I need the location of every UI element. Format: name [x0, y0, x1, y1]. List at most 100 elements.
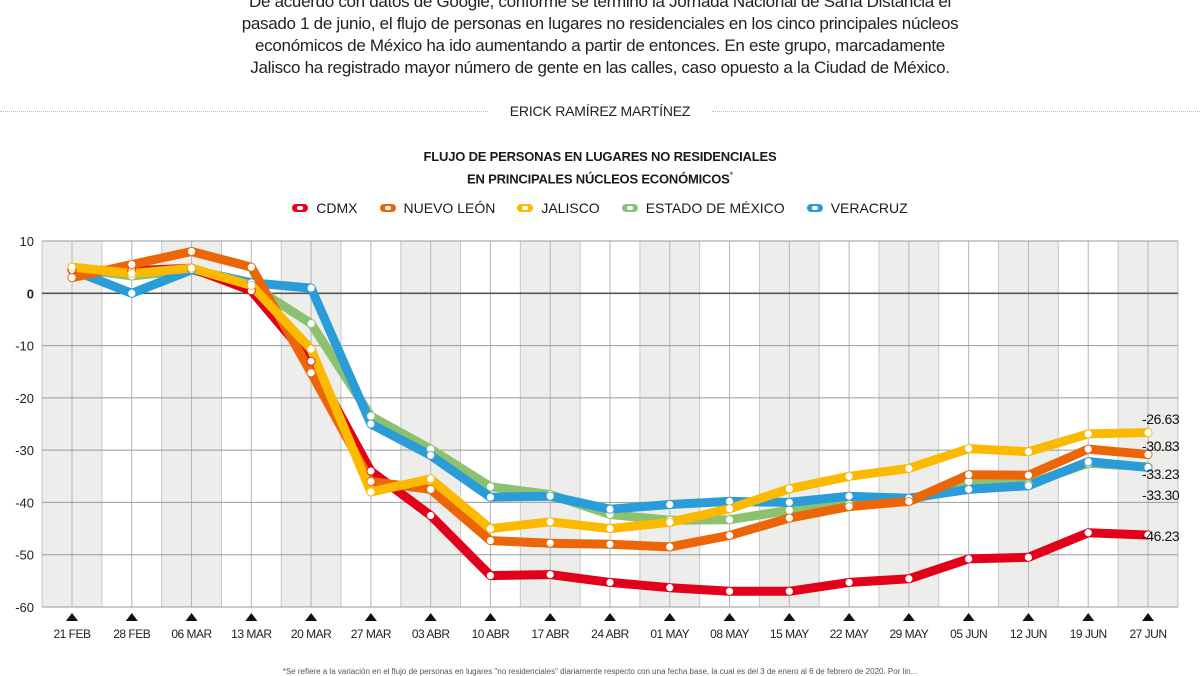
x-tick-label: 12 JUN: [1010, 627, 1047, 641]
x-tick-marker-icon: [1022, 613, 1035, 621]
chart-title: FLUJO DE PERSONAS EN LUGARES NO RESIDENC…: [0, 148, 1200, 188]
data-point: [306, 283, 316, 293]
x-tick-label: 20 MAR: [291, 627, 332, 641]
legend-swatch-icon: [292, 204, 309, 212]
x-tick-marker-icon: [1082, 613, 1095, 621]
x-tick-marker-icon: [185, 613, 198, 621]
footnote-mark: *: [729, 170, 734, 180]
x-tick-marker-icon: [843, 613, 856, 621]
data-point: [127, 260, 137, 269]
gridlines: [41, 240, 1179, 608]
x-tick-label: 05 JUN: [950, 627, 987, 641]
data-point: [904, 496, 914, 506]
data-point: [426, 511, 436, 520]
data-point: [665, 542, 675, 552]
data-point: [904, 464, 914, 473]
y-tick-label: -20: [15, 391, 34, 406]
data-point: [545, 570, 555, 579]
x-tick-label: 15 MAY: [770, 627, 809, 641]
y-tick-label: -50: [15, 548, 34, 563]
data-point: [366, 419, 376, 429]
divider: [712, 111, 1200, 112]
data-point: [964, 484, 974, 494]
byline: ERICK RAMÍREZ MARTÍNEZ: [509, 103, 691, 119]
x-tick-label: 01 MAY: [650, 627, 689, 641]
data-point: [1083, 457, 1093, 467]
legend-label: JALISCO: [541, 200, 600, 216]
data-point: [426, 474, 436, 484]
data-point: [605, 539, 615, 549]
legend-item-cdmx: CDMX: [292, 199, 358, 217]
x-tick-label: 27 MAR: [351, 627, 392, 641]
data-point: [67, 273, 77, 282]
x-tick-marker-icon: [125, 613, 138, 621]
x-tick-marker-icon: [364, 613, 377, 621]
divider: [0, 111, 488, 112]
data-point: [1024, 470, 1033, 480]
data-point: [964, 444, 974, 453]
data-point: [725, 496, 734, 506]
data-point: [545, 538, 555, 548]
data-point: [486, 571, 495, 581]
data-point: [605, 578, 615, 587]
data-point: [605, 504, 615, 514]
data-point: [1143, 428, 1153, 437]
legend-swatch-icon: [806, 204, 823, 212]
line-chart: 10 0 -10 -20 -30 -40 -50 -60 21 FEB 28 FEB 06 MAR…: [15, 234, 1180, 641]
x-axis: 21 FEB 28 FEB 06 MAR 13 MAR 20 MAR 27 MAR 03 A…: [53, 613, 1167, 641]
data-point: [187, 247, 196, 256]
legend-label: ESTADO DE MÉXICO: [645, 200, 785, 216]
data-point: [1143, 530, 1153, 540]
legend-swatch-icon: [517, 204, 534, 212]
data-point: [306, 368, 316, 378]
data-point: [486, 524, 495, 533]
legend-item-jalisco: JALISCO: [517, 199, 600, 217]
x-tick-marker-icon: [783, 613, 796, 621]
x-tick-label: 17 ABR: [531, 627, 570, 641]
intro-paragraph: De acuerdo con datos de Google, conforme…: [0, 0, 1200, 79]
x-tick-label: 22 MAY: [830, 627, 869, 641]
data-point: [784, 484, 794, 494]
data-point: [366, 466, 376, 476]
data-point: [725, 515, 734, 525]
x-tick-label: 03 ABR: [412, 627, 451, 641]
data-point: [1083, 444, 1093, 454]
data-point: [784, 513, 794, 523]
x-tick-label: 06 MAR: [171, 627, 212, 641]
data-point: [605, 524, 615, 533]
x-tick-label: 28 FEB: [113, 627, 151, 641]
chart-legend: CDMX NUEVO LEÓN JALISCO ESTADO DE MÉXICO…: [0, 199, 1200, 217]
data-point: [844, 491, 854, 501]
legend-label: CDMX: [316, 200, 358, 216]
end-value-label: -30.83: [1142, 438, 1180, 454]
y-tick-label: 0: [27, 286, 34, 301]
x-tick-marker-icon: [245, 613, 258, 621]
x-tick-marker-icon: [305, 613, 318, 621]
data-point: [964, 470, 974, 480]
intro-line: Jalisco ha registrado mayor número de ge…: [250, 58, 950, 77]
x-tick-marker-icon: [424, 613, 437, 621]
data-point: [246, 262, 256, 272]
x-tick-label: 10 ABR: [472, 627, 511, 641]
end-value-label: -46.23: [1142, 528, 1180, 544]
data-point: [784, 498, 794, 507]
x-tick-marker-icon: [902, 613, 915, 621]
data-point: [1083, 528, 1093, 538]
legend-label: VERACRUZ: [830, 200, 908, 216]
legend-label: NUEVO LEÓN: [403, 200, 496, 216]
chart-subtitle-line: EN PRINCIPALES NÚCLEOS ECONÓMICOS*: [0, 166, 1200, 188]
data-point: [964, 554, 974, 564]
data-point: [545, 517, 555, 527]
data-point: [1024, 481, 1033, 491]
y-tick-label: -40: [15, 495, 34, 510]
x-tick-label: 24 ABR: [591, 627, 630, 641]
legend-item-estado-de-mexico: ESTADO DE MÉXICO: [621, 199, 785, 217]
data-point: [844, 578, 854, 587]
y-tick-label: -10: [15, 339, 34, 354]
chart-title-line: FLUJO DE PERSONAS EN LUGARES NO RESIDENC…: [423, 149, 777, 164]
x-tick-label: 27 JUN: [1129, 627, 1166, 641]
data-point: [127, 288, 137, 298]
y-axis: 10 0 -10 -20 -30 -40 -50 -60: [15, 234, 34, 615]
data-point: [725, 530, 734, 540]
legend-item-veracruz: VERACRUZ: [806, 199, 908, 217]
